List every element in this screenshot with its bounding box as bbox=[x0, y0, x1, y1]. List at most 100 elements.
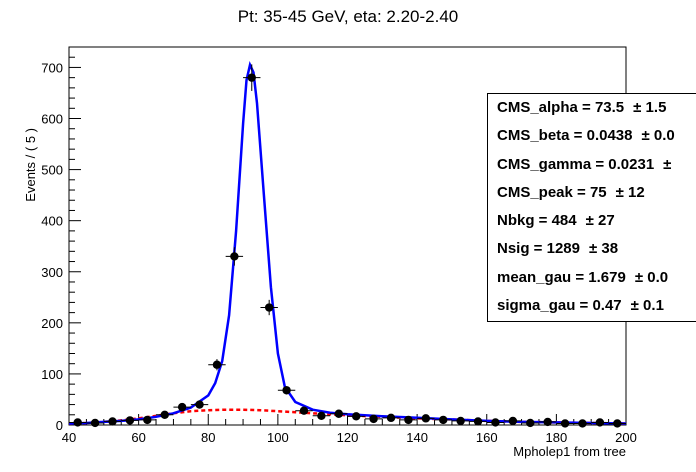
y-tick-label: 0 bbox=[56, 418, 63, 433]
point-marker bbox=[613, 419, 622, 428]
data-point bbox=[417, 414, 435, 423]
x-tick-label: 60 bbox=[131, 430, 145, 445]
data-point bbox=[208, 359, 226, 371]
point-marker bbox=[473, 417, 483, 426]
x-tick-label: 200 bbox=[615, 430, 637, 445]
data-point bbox=[451, 416, 470, 426]
point-marker bbox=[560, 419, 570, 428]
y-tick-label: 500 bbox=[41, 163, 63, 178]
fit-param-value: Nbkg = 484 bbox=[497, 212, 577, 229]
point-marker bbox=[212, 360, 222, 369]
x-tick-label: 100 bbox=[267, 430, 289, 445]
fit-param-value: Nsig = 1289 bbox=[497, 240, 580, 257]
data-point bbox=[156, 410, 174, 419]
fit-param-value: CMS_beta = 0.0438 bbox=[497, 127, 633, 144]
data-point bbox=[399, 415, 418, 425]
point-marker bbox=[508, 416, 518, 426]
point-marker bbox=[143, 415, 152, 425]
point-marker bbox=[491, 418, 500, 427]
x-tick-label: 120 bbox=[337, 430, 359, 445]
point-marker bbox=[160, 410, 169, 419]
data-point bbox=[608, 419, 626, 428]
data-point bbox=[556, 419, 574, 428]
data-point bbox=[277, 386, 296, 395]
point-marker bbox=[369, 414, 378, 424]
data-point bbox=[86, 418, 104, 428]
data-point bbox=[312, 411, 331, 421]
data-point bbox=[591, 418, 609, 427]
data-point bbox=[190, 400, 209, 409]
fit-param-row: mean_gau = 1.679 ± 0.0 bbox=[497, 269, 668, 286]
data-points bbox=[69, 64, 626, 428]
x-tick-label: 160 bbox=[476, 430, 498, 445]
data-point bbox=[469, 417, 487, 426]
fit-param-row: Nbkg = 484 ± 27 bbox=[497, 212, 615, 229]
data-point bbox=[504, 416, 522, 426]
fit-param-error: ± bbox=[663, 156, 672, 173]
data-point bbox=[364, 414, 383, 424]
fit-param-error: ± 0.1 bbox=[630, 297, 664, 314]
data-point bbox=[382, 413, 400, 423]
point-marker bbox=[73, 418, 82, 427]
data-point bbox=[521, 418, 539, 428]
fit-param-row: sigma_gau = 0.47 ± 0.1 bbox=[497, 297, 664, 314]
point-marker bbox=[264, 303, 274, 312]
y-axis-label: Events / ( 5 ) bbox=[23, 128, 38, 202]
fit-param-row: CMS_beta = 0.0438 ± 0.0 bbox=[497, 127, 675, 144]
fit-param-error: ± 12 bbox=[615, 184, 645, 201]
data-point bbox=[69, 418, 87, 427]
data-point bbox=[434, 415, 452, 425]
point-marker bbox=[543, 417, 552, 427]
point-marker bbox=[90, 418, 100, 428]
data-point bbox=[103, 417, 122, 426]
point-marker bbox=[108, 417, 117, 426]
point-marker bbox=[125, 416, 135, 425]
fit-param-row: CMS_alpha = 73.5 ± 1.5 bbox=[497, 99, 666, 116]
point-marker bbox=[334, 409, 343, 418]
point-marker bbox=[386, 413, 396, 423]
point-marker bbox=[177, 402, 187, 412]
point-marker bbox=[195, 400, 204, 409]
data-point bbox=[138, 415, 157, 425]
point-marker bbox=[439, 415, 448, 425]
fit-param-value: sigma_gau = 0.47 bbox=[497, 297, 622, 314]
y-tick-label: 200 bbox=[41, 316, 63, 331]
fit-param-error: ± 38 bbox=[588, 240, 619, 257]
y-tick-label: 300 bbox=[41, 265, 63, 280]
point-marker bbox=[578, 419, 587, 428]
x-tick-label: 80 bbox=[201, 430, 215, 445]
data-point bbox=[538, 417, 557, 427]
point-marker bbox=[526, 418, 535, 428]
data-point bbox=[243, 64, 261, 91]
y-tick-label: 100 bbox=[41, 367, 63, 382]
point-marker bbox=[247, 73, 256, 82]
x-tick-label: 140 bbox=[406, 430, 428, 445]
point-marker bbox=[317, 411, 326, 421]
data-point bbox=[347, 412, 365, 421]
chart-title: Pt: 35-45 GeV, eta: 2.20-2.40 bbox=[238, 7, 459, 26]
data-point bbox=[295, 406, 313, 415]
data-point bbox=[173, 402, 191, 412]
point-marker bbox=[595, 418, 605, 427]
y-axis: 0 100 200 300 400 500 600 700 bbox=[41, 56, 81, 433]
y-tick-label: 700 bbox=[41, 60, 63, 75]
x-tick-label: 40 bbox=[62, 430, 76, 445]
fit-param-error: ± 27 bbox=[585, 212, 615, 229]
x-axis: 40 60 80 100 120 140 160 180 200 bbox=[62, 414, 637, 445]
point-marker bbox=[230, 252, 239, 261]
data-point bbox=[121, 416, 139, 425]
point-marker bbox=[456, 416, 465, 426]
point-marker bbox=[299, 406, 309, 415]
data-point bbox=[330, 409, 348, 418]
y-tick-label: 600 bbox=[41, 112, 63, 127]
data-point bbox=[486, 418, 505, 427]
y-tick-label: 400 bbox=[41, 214, 63, 229]
fit-param-row: Nsig = 1289 ± 38 bbox=[497, 240, 618, 257]
point-marker bbox=[421, 414, 431, 423]
fit-param-value: CMS_peak = 75 bbox=[497, 184, 607, 201]
x-axis-label: Mpholep1 from tree bbox=[513, 444, 626, 459]
fit-param-row: CMS_gamma = 0.0231 ± bbox=[497, 156, 671, 173]
data-point bbox=[260, 299, 278, 316]
point-marker bbox=[282, 386, 291, 395]
